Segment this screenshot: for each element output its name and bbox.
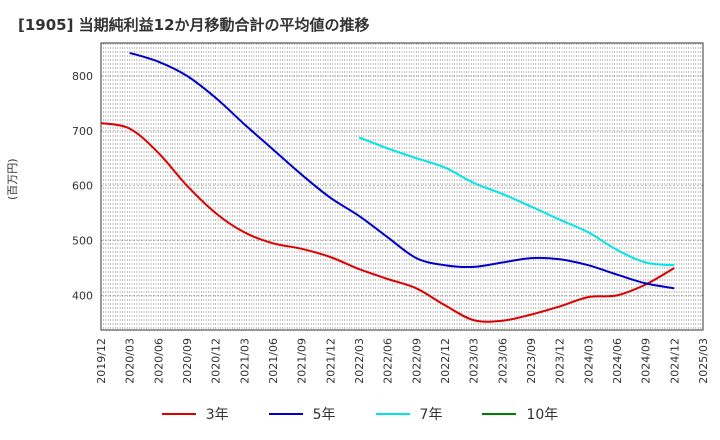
legend-swatch bbox=[161, 413, 196, 415]
plot-frame bbox=[100, 42, 704, 331]
x-tick-label: 2021/03 bbox=[238, 338, 251, 384]
series-line-7年 bbox=[358, 136, 675, 267]
x-tick-label: 2022/12 bbox=[439, 338, 452, 384]
x-tick-label: 2024/03 bbox=[582, 338, 595, 384]
x-tick-label: 2022/03 bbox=[353, 338, 366, 384]
legend-item: 10年 bbox=[482, 404, 558, 424]
y-tick-label: 500 bbox=[72, 235, 93, 248]
x-tick-label: 2020/06 bbox=[152, 338, 165, 384]
x-tick-label: 2021/09 bbox=[296, 338, 309, 384]
x-tick-label: 2020/12 bbox=[210, 338, 223, 384]
legend-item: 5年 bbox=[268, 404, 336, 424]
legend-swatch bbox=[482, 413, 517, 415]
x-tick-label: 2023/09 bbox=[525, 338, 538, 384]
legend-swatch bbox=[375, 413, 410, 415]
x-tick-label: 2022/09 bbox=[410, 338, 423, 384]
x-tick-label: 2020/09 bbox=[181, 338, 194, 384]
x-tick-label: 2020/03 bbox=[124, 338, 137, 384]
x-tick-label: 2024/12 bbox=[668, 338, 681, 384]
legend: 3年 5年 7年 10年 bbox=[0, 400, 720, 428]
legend-label: 7年 bbox=[419, 407, 443, 423]
x-tick-label: 2025/03 bbox=[697, 338, 710, 384]
x-tick-label: 2023/06 bbox=[496, 338, 509, 384]
chart-title: [1905] 当期純利益12か月移動合計の平均値の推移 bbox=[18, 16, 370, 34]
series-line-5年 bbox=[129, 51, 675, 290]
plot-area bbox=[101, 43, 703, 330]
y-tick-label: 800 bbox=[72, 70, 93, 83]
y-tick-label: 400 bbox=[72, 289, 93, 302]
y-tick-label: 700 bbox=[72, 125, 93, 138]
x-tick-label: 2021/06 bbox=[267, 338, 280, 384]
series-line-3年 bbox=[100, 122, 675, 323]
legend-label: 10年 bbox=[526, 407, 559, 423]
legend-label: 5年 bbox=[312, 407, 336, 423]
legend-item: 3年 bbox=[161, 404, 229, 424]
x-tick-label: 2023/12 bbox=[554, 338, 567, 384]
x-tick-label: 2019/12 bbox=[95, 338, 108, 384]
x-tick-label: 2023/03 bbox=[468, 338, 481, 384]
x-tick-label: 2024/06 bbox=[611, 338, 624, 384]
legend-label: 3年 bbox=[205, 407, 229, 423]
y-tick-label: 600 bbox=[72, 180, 93, 193]
legend-swatch bbox=[268, 413, 303, 415]
x-tick-label: 2022/06 bbox=[382, 338, 395, 384]
x-tick-label: 2021/12 bbox=[324, 338, 337, 384]
x-tick-label: 2024/09 bbox=[640, 338, 653, 384]
legend-item: 7年 bbox=[375, 404, 443, 424]
